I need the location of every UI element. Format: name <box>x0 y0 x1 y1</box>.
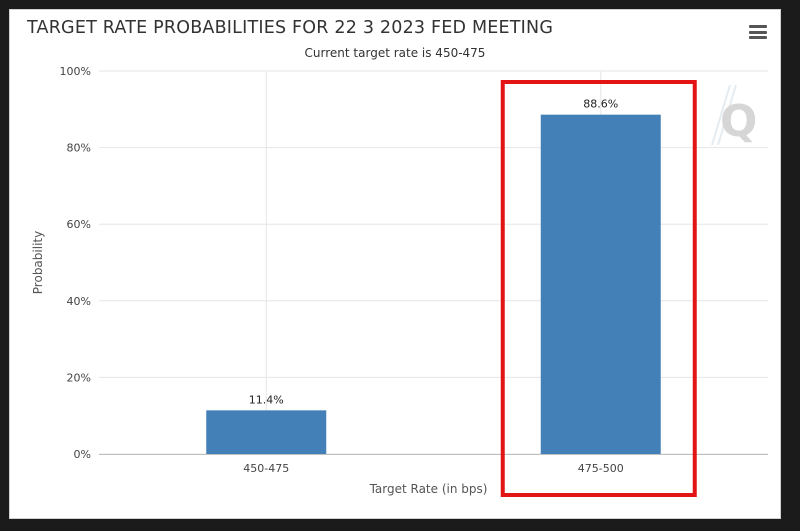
data-label: 88.6% <box>583 98 618 111</box>
x-tick-label: 450-475 <box>243 462 289 475</box>
bar-475-500[interactable] <box>540 114 661 455</box>
data-label: 11.4% <box>249 393 284 406</box>
x-axis-label: Target Rate (in bps) <box>369 482 488 496</box>
bar-450-475[interactable] <box>206 410 327 454</box>
y-tick-label: 0% <box>74 448 91 461</box>
hamburger-menu-icon[interactable] <box>749 25 767 41</box>
y-tick-label: 100% <box>60 65 91 78</box>
chart-container: TARGET RATE PROBABILITIES FOR 22 3 2023 … <box>10 10 780 518</box>
chart-title: TARGET RATE PROBABILITIES FOR 22 3 2023 … <box>27 18 554 38</box>
bar-chart: Q 0% 20% 40% 60% 80% 100% 11.4% 450-475 88.6% 475… <box>31 65 768 497</box>
x-tick-label: 475-500 <box>578 462 624 475</box>
highlight-box <box>500 80 697 497</box>
y-axis-label: Probability <box>31 231 45 294</box>
quikstrike-watermark-icon: Q <box>711 84 757 147</box>
chart-subtitle: Current target rate is 450-475 <box>304 46 486 60</box>
y-tick-label: 40% <box>67 295 91 308</box>
watermark-letter: Q <box>720 96 757 147</box>
y-tick-label: 80% <box>67 142 91 155</box>
y-tick-label: 20% <box>67 371 91 384</box>
y-tick-label: 60% <box>67 218 91 231</box>
